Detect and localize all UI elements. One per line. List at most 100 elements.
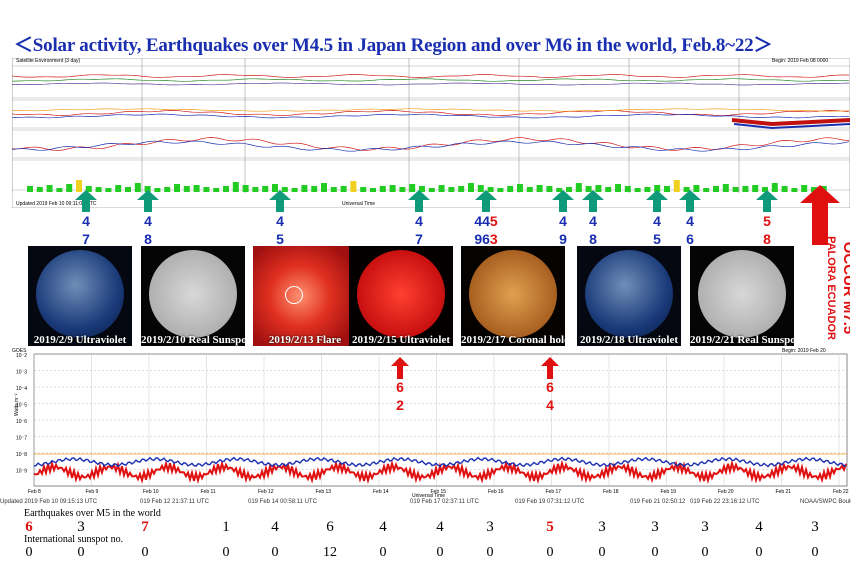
red-arrow-icon	[541, 357, 559, 379]
arrow-bottom-value: 5	[642, 232, 672, 247]
goes-ylabel-tick: 10⁻3	[16, 370, 27, 376]
arrow-bottom-red: 8	[763, 231, 771, 247]
kp-bar	[615, 184, 621, 192]
earthquake-count: 7	[141, 519, 149, 535]
kp-index-bars	[27, 180, 827, 192]
goes-tick-label: Feb 10	[143, 489, 159, 495]
kp-bar	[174, 184, 180, 192]
kp-bar	[232, 182, 239, 192]
kp-bar	[487, 187, 494, 192]
occulter-circle	[285, 286, 303, 304]
goes-tick-label: Feb 20	[718, 489, 734, 495]
arrow-bottom-value: 8	[752, 232, 782, 247]
top-panel-line	[12, 137, 850, 151]
thumbnail-caption: 2019/2/17 Coronal hole	[461, 334, 565, 346]
thumbnail-caption: 2019/2/9 Ultraviolet	[33, 334, 127, 346]
goes-ylabel: Watts m⁻²	[14, 393, 20, 416]
top-panel-line	[12, 78, 850, 82]
kp-bar	[115, 185, 122, 192]
arrow-bottom-value: 7	[404, 232, 434, 247]
kp-bar	[76, 180, 82, 192]
thumbnail-caption: 2019/2/13 Flare	[268, 334, 342, 346]
sunspot-count: 0	[271, 545, 279, 560]
green-arrow-icon	[552, 190, 574, 212]
kp-bar	[379, 186, 386, 192]
kp-bar	[683, 187, 690, 192]
top-panel-line	[12, 74, 850, 78]
goes-footer-text: Updated 2019 Feb 10 09:15:13 UTC	[0, 499, 98, 505]
kp-bar	[811, 187, 817, 192]
kp-bar	[507, 186, 514, 192]
kp-bar	[85, 186, 92, 192]
kp-bar	[262, 186, 269, 192]
goes-ylabel-tick: 10⁻9	[16, 469, 27, 475]
kp-bar	[203, 187, 210, 192]
goes-ylabel-tick: 10⁻4	[16, 386, 27, 392]
solar-thumbnail: 2019/2/10 Real Sunspot	[141, 246, 245, 346]
sun-disk	[149, 250, 237, 338]
big-red-arrow	[800, 185, 840, 245]
solar-thumbnail: 2019/2/18 Ultraviolet	[577, 246, 681, 346]
goes-footer-text: 019 Feb 22 23:16:12 UTC	[690, 499, 760, 505]
earthquake-count: 4	[271, 519, 279, 535]
arrow-bottom-value: 963	[471, 232, 501, 247]
solar-thumbnail: 2019/2/15 Ultraviolet	[349, 246, 453, 346]
arrow-top-blue: 4	[276, 213, 284, 229]
goes-footer-text: 019 Feb 21 02:50:12	[630, 499, 686, 505]
kp-bar	[732, 187, 739, 192]
kp-bar	[438, 185, 445, 192]
green-arrow-icon	[269, 190, 291, 212]
kp-bar	[301, 185, 308, 192]
earthquake-count: 5	[546, 519, 554, 535]
kp-bar	[693, 185, 700, 192]
satellite-environment-chart: Satellite Environment (3 day) Begin: 201…	[12, 58, 850, 208]
kp-bar	[595, 185, 602, 192]
kp-bar	[742, 186, 749, 192]
red-arrow-icon	[391, 357, 409, 379]
kp-bar	[321, 183, 327, 192]
kp-bar	[546, 186, 553, 192]
sunspot-count: 0	[598, 545, 606, 560]
arrow-bottom-value: 8	[133, 232, 163, 247]
earthquake-count: 3	[651, 519, 659, 535]
goes-tick-label: Feb 13	[316, 489, 332, 495]
kp-bar	[556, 188, 563, 192]
arrow-bottom-value: 6	[675, 232, 705, 247]
arrow-top-value: 4	[578, 214, 608, 229]
goes-ylabel-tick: 10⁻5	[16, 403, 27, 409]
sunspot-count: 0	[811, 545, 819, 560]
kp-bar	[634, 188, 641, 192]
kp-bar	[771, 183, 778, 192]
sun-disk	[357, 250, 445, 338]
goes-long-flux	[33, 456, 847, 468]
kp-bar	[389, 185, 396, 192]
top-panel-row	[12, 99, 850, 129]
arrow-top-blue: 4	[82, 213, 90, 229]
green-arrow-icon	[582, 190, 604, 212]
flare-glow	[253, 246, 357, 346]
earthquake-count: 1	[222, 519, 230, 535]
green-arrow-icon	[75, 190, 97, 212]
kp-bar	[223, 186, 229, 192]
kp-bar	[517, 184, 523, 192]
earthquake-count: 6	[326, 519, 334, 535]
sun-disk	[36, 250, 124, 338]
earthquake-count: 3	[598, 519, 606, 535]
kp-bar	[27, 186, 33, 192]
sun-disk	[585, 250, 673, 338]
kp-bar	[791, 188, 798, 192]
arrow-bottom-value: 7	[71, 232, 101, 247]
world-event-text: OCCUR M7.5	[840, 242, 850, 335]
top-panel-lines	[12, 74, 850, 152]
green-arrow-icon	[137, 190, 159, 212]
sunspot-count: 0	[546, 545, 554, 560]
kp-bar	[722, 184, 729, 192]
arrow-top-value: 4	[133, 214, 163, 229]
kp-bar	[536, 185, 543, 192]
goes-footer-text: 019 Feb 14 00:58:11 UTC	[248, 499, 317, 505]
goes-tick-label: Feb 18	[603, 489, 619, 495]
goes-ylabel-tick: 10⁻7	[16, 436, 27, 442]
top-panel-line	[12, 140, 850, 152]
green-arrow-icon	[408, 190, 430, 212]
kp-bar	[399, 187, 406, 192]
